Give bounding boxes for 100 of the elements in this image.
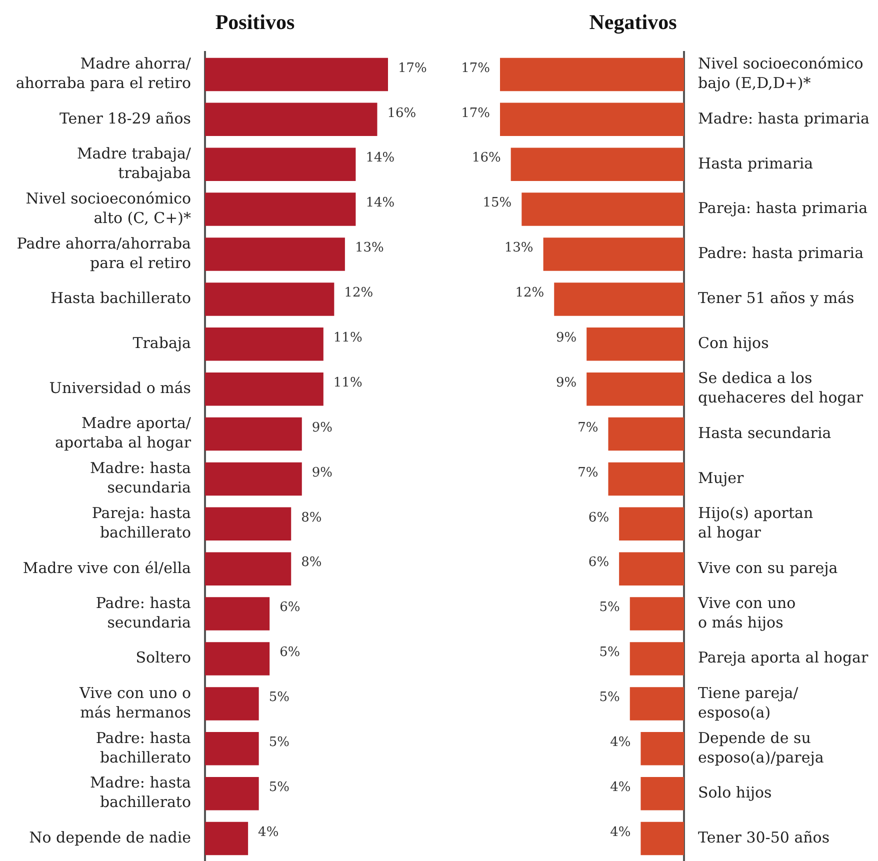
y-tick-label: Tener 51 años y más <box>698 289 854 308</box>
bar <box>205 552 292 586</box>
data-label: 8% <box>301 510 322 526</box>
data-label: 9% <box>312 465 333 480</box>
y-tick-label: Se dedica a los quehaceres del hogar <box>698 369 864 407</box>
data-label: 4% <box>610 780 631 795</box>
data-label: 14% <box>366 150 395 166</box>
bar <box>205 372 324 406</box>
data-label: 9% <box>556 330 577 346</box>
data-label: 5% <box>599 600 620 616</box>
bar <box>640 822 684 856</box>
y-tick-label: Nivel socioeconómico bajo (E,D,D+)* <box>698 54 864 92</box>
data-label: 13% <box>504 240 534 256</box>
bar <box>205 102 378 136</box>
data-label: 6% <box>280 645 300 660</box>
y-tick-label: Tiene pareja/ esposo(a) <box>698 684 800 722</box>
data-label: 7% <box>578 465 598 480</box>
bar <box>205 507 292 541</box>
y-tick-label: Mujer <box>698 468 745 487</box>
bar <box>205 597 270 630</box>
y-tick-label: Soltero <box>136 648 191 667</box>
bar <box>608 462 684 496</box>
bar <box>586 372 684 406</box>
bar <box>205 732 259 766</box>
y-tick-label: No depende de nadie <box>29 828 192 846</box>
data-label: 17% <box>461 106 490 121</box>
y-tick-label: Universidad o más <box>49 378 191 397</box>
bar <box>205 687 259 720</box>
y-tick-label: Pareja: hasta primaria <box>698 199 868 218</box>
bar <box>205 58 388 92</box>
y-tick-label: Padre: hasta primaria <box>698 244 864 262</box>
y-tick-label: Vive con uno o más hermanos <box>78 684 191 722</box>
bar <box>500 58 684 92</box>
data-label: 17% <box>461 60 490 76</box>
data-label: 4% <box>258 824 279 840</box>
bar <box>640 732 684 766</box>
y-tick-label: Hasta secundaria <box>698 424 832 442</box>
data-label: 14% <box>366 196 395 211</box>
bar <box>619 507 684 541</box>
bar <box>543 238 684 271</box>
bar <box>630 642 684 676</box>
y-tick-label: Madre trabaja/ trabajaba <box>76 144 192 182</box>
bar <box>554 282 684 316</box>
data-label: 12% <box>344 286 374 301</box>
y-tick-label: Depende de su esposo(a)/pareja <box>698 728 824 766</box>
y-tick-label: Madre: hasta bachillerato <box>90 774 192 812</box>
data-label: 5% <box>268 735 290 750</box>
data-label: 8% <box>301 555 322 570</box>
bar <box>205 776 259 810</box>
bar <box>205 148 356 181</box>
y-tick-label: Hasta primaria <box>698 154 814 172</box>
bar <box>205 822 248 856</box>
y-tick-label: Tener 18-29 años <box>59 109 191 128</box>
data-label: 16% <box>472 150 501 166</box>
data-label: 7% <box>578 420 598 436</box>
data-label: 6% <box>588 555 610 570</box>
bar <box>586 328 684 361</box>
data-label: 13% <box>354 240 384 256</box>
data-label: 4% <box>610 735 631 750</box>
y-tick-label: Hasta bachillerato <box>50 289 191 308</box>
data-label: 11% <box>333 330 362 346</box>
y-tick-label: Padre: hasta bachillerato <box>96 728 192 766</box>
y-tick-label: Madre vive con él/ella <box>22 558 192 577</box>
y-tick-label: Padre: hasta secundaria <box>96 594 192 632</box>
bar <box>205 417 302 451</box>
data-label: 6% <box>280 600 300 616</box>
y-tick-label: Padre ahorra/ahorraba para el retiro <box>16 234 192 272</box>
data-label: 15% <box>482 196 512 211</box>
data-label: 6% <box>588 510 610 526</box>
bar <box>608 417 684 451</box>
y-tick-label: Madre aporta/ aportaba al hogar <box>55 414 192 452</box>
data-label: 5% <box>599 645 620 660</box>
bar <box>205 238 345 271</box>
bar <box>522 192 684 226</box>
y-tick-label: Pareja: hasta bachillerato <box>92 504 192 542</box>
y-tick-label: Hijo(s) aportan al hogar <box>698 504 814 542</box>
data-label: 5% <box>268 780 290 795</box>
bar <box>630 597 684 630</box>
bar <box>205 642 270 676</box>
data-label: 17% <box>398 60 427 76</box>
bar <box>205 192 356 226</box>
data-label: 12% <box>515 286 544 301</box>
bar <box>205 462 302 496</box>
bar <box>630 687 684 720</box>
y-tick-label: Pareja aporta al hogar <box>698 648 869 667</box>
y-tick-label: Vive con su pareja <box>697 558 838 577</box>
y-tick-label: Con hijos <box>698 334 769 352</box>
bar <box>205 328 324 361</box>
bar <box>510 148 684 181</box>
chart-title: Positivos <box>214 9 296 36</box>
y-tick-label: Madre ahorra/ ahorraba para el retiro <box>16 54 192 92</box>
y-tick-label: Madre: hasta secundaria <box>90 459 192 497</box>
data-label: 4% <box>610 824 631 840</box>
y-tick-label: Trabaja <box>132 334 192 352</box>
data-label: 9% <box>556 375 577 390</box>
bar <box>500 102 684 136</box>
chart-title: Negativos <box>588 9 678 36</box>
y-tick-label: Solo hijos <box>698 783 772 802</box>
data-label: 11% <box>333 375 362 390</box>
bar <box>640 776 684 810</box>
